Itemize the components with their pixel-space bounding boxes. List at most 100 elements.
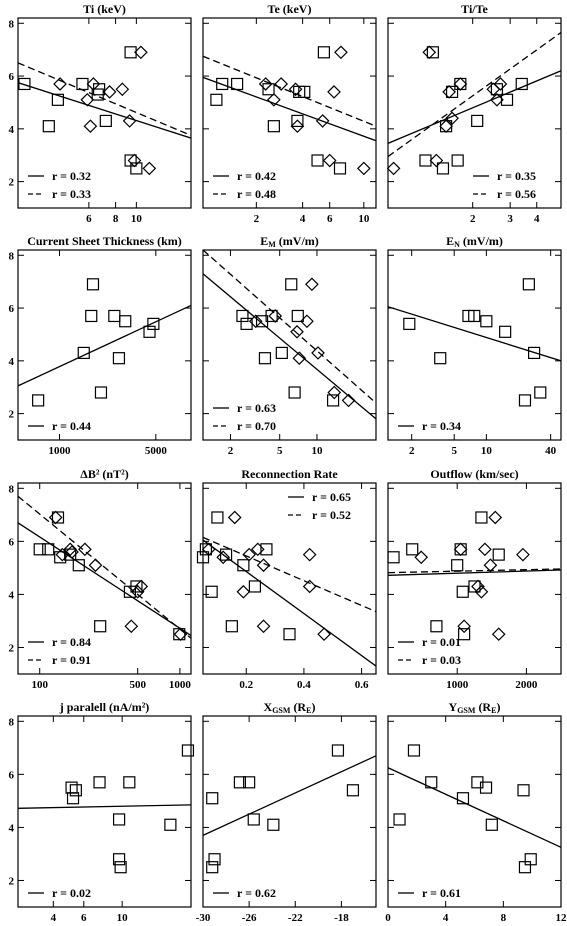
panel-frame (202, 17, 377, 209)
point-diamond (422, 45, 437, 60)
point-diamond (488, 510, 503, 525)
point-square (69, 784, 82, 797)
fit-line-solid (203, 539, 376, 667)
x-tick-label: 4 (51, 912, 57, 924)
point-diamond (242, 547, 256, 562)
panel-title: Ti (keV) (83, 2, 126, 16)
point-diamond (216, 550, 231, 565)
point-square (211, 511, 224, 524)
point-diamond (327, 85, 341, 99)
point-square (468, 580, 481, 593)
point-diamond (486, 82, 501, 97)
panel-frame (202, 249, 377, 441)
fit-line-dashed (203, 250, 376, 404)
point-diamond (317, 627, 331, 642)
panel-frame (202, 482, 377, 675)
fit-line-solid (203, 273, 376, 420)
point-square (51, 511, 65, 524)
x-tick-label: 40 (545, 445, 557, 457)
point-square (517, 784, 530, 797)
point-diamond (256, 619, 271, 634)
point-square (51, 93, 64, 106)
point-square (492, 548, 505, 561)
x-tick-label: 3 (507, 213, 513, 225)
fit-line-solid (388, 70, 561, 144)
y-tick-label: 6 (9, 303, 15, 315)
fit-line-solid (18, 804, 191, 809)
point-diamond (83, 119, 98, 134)
point-diamond (248, 314, 263, 329)
panel-7: ΔB² (nT²) 2 4 6 8 100 500 1000 r = 0.84 r = 0.91 (9, 467, 192, 691)
panel-10: j paralell (nA/m²) 2 4 6 8 4 6 10 r = 0.02 (9, 700, 195, 924)
point-square (42, 543, 55, 556)
point-diamond (327, 385, 342, 400)
point-square (143, 325, 156, 338)
point-square (524, 853, 537, 866)
point-square (65, 781, 78, 794)
panel-4: Current Sheet Thickness (km) 2 4 6 8 1000 5000… (9, 234, 192, 457)
point-square (112, 352, 126, 365)
point-square (199, 543, 212, 556)
point-square (451, 559, 464, 572)
point-diamond (274, 77, 288, 91)
point-square (471, 114, 484, 128)
x-tick-label: -26 (242, 912, 257, 924)
point-square (260, 543, 273, 556)
point-diamond (122, 114, 137, 128)
point-square (206, 861, 219, 874)
point-square (499, 325, 512, 338)
point-diamond (300, 314, 314, 329)
fit-line-dashed (18, 62, 191, 137)
panel-frame (387, 249, 562, 441)
x-tick-label: 2 (254, 213, 260, 225)
point-square (233, 776, 247, 789)
point-diamond (491, 627, 506, 642)
fit-line-dashed (18, 495, 191, 639)
point-square (32, 394, 45, 407)
point-diamond (516, 547, 530, 562)
panel-title: Outflow (km/sec) (430, 467, 518, 481)
point-square (130, 580, 143, 593)
x-tick-label: 2 (470, 213, 476, 225)
point-square (123, 776, 136, 789)
x-tick-label: 0 (385, 912, 391, 924)
point-square (480, 315, 493, 328)
point-diamond (250, 542, 265, 557)
panel-frame (17, 249, 192, 441)
panel-title: YGSM (RE) (449, 700, 501, 715)
point-diamond (445, 111, 459, 126)
point-diamond (386, 161, 401, 176)
point-square (445, 85, 459, 98)
point-square (346, 784, 360, 797)
x-tick-label: 0.2 (239, 679, 253, 691)
point-square (500, 93, 514, 106)
point-square (114, 861, 127, 874)
point-square (94, 386, 108, 399)
point-diamond (288, 82, 303, 97)
point-square (66, 792, 80, 805)
x-tick-label: 500 (129, 679, 146, 691)
fit-line-solid (203, 755, 376, 836)
fit-line-solid (388, 767, 561, 848)
point-square (311, 154, 324, 167)
y-tick-label: 8 (9, 250, 15, 262)
point-square (267, 120, 280, 133)
point-square (181, 744, 195, 757)
panel-11: XGSM (RE) -30 -26 -22 -18 r = 0.62 (196, 700, 377, 924)
point-square (456, 792, 470, 805)
point-diamond (80, 92, 95, 107)
panel-title: XGSM (RE) (264, 700, 316, 715)
point-square (262, 83, 275, 96)
point-diamond (457, 619, 471, 634)
x-tick-label: 8 (113, 213, 119, 225)
panel-frame (387, 715, 562, 908)
point-square (247, 813, 260, 826)
legend-label: r = 0.03 (422, 653, 461, 667)
panel-frame (17, 715, 192, 908)
point-square (522, 278, 535, 291)
x-tick-label: 10 (311, 445, 323, 457)
panel-frame (387, 482, 562, 675)
point-square (196, 551, 210, 564)
point-diamond (315, 114, 330, 128)
